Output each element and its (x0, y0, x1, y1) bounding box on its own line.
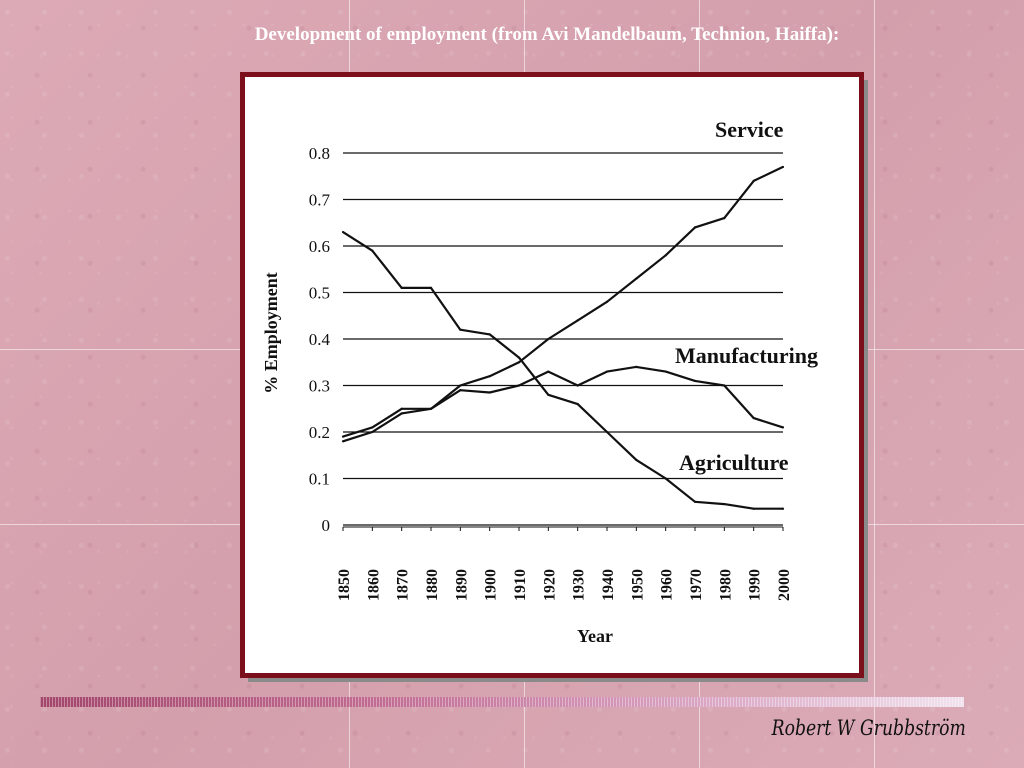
y-axis-ticks: 0 0.1 0.2 0.3 0.4 0.5 0.6 0.7 0.8 (309, 144, 331, 535)
x-tick-label: 1880 (424, 569, 441, 601)
data-point-service (781, 165, 785, 169)
data-point-agriculture (400, 286, 403, 289)
x-tick-label: 1980 (717, 569, 734, 601)
data-point-service (459, 384, 462, 387)
x-tick-label: 1890 (453, 569, 470, 601)
series-label-manufacturing: Manufacturing (675, 343, 818, 368)
data-point-agriculture (459, 328, 462, 331)
data-point-service (664, 254, 667, 257)
data-point-service (400, 412, 403, 415)
x-tick-label: 1960 (659, 569, 676, 601)
data-point-service (693, 226, 697, 229)
background-tile-seam (874, 0, 875, 768)
data-point-service (341, 440, 345, 443)
data-point-manufacturing (547, 370, 550, 373)
data-point-agriculture (371, 249, 374, 252)
gridlines (343, 152, 783, 526)
data-point-manufacturing (723, 384, 726, 387)
x-tick-label: 1870 (395, 569, 412, 601)
employment-line-chart: 00.10.20.30.40.50.60.70.8 1850 1860 1870 18… (261, 117, 818, 646)
x-tick-label: 1940 (600, 569, 617, 601)
x-tick-label: 1970 (688, 569, 705, 601)
data-point-agriculture (488, 333, 491, 336)
series-labels: Service Manufacturing Agriculture (675, 117, 818, 475)
data-point-manufacturing (693, 379, 697, 382)
data-point-manufacturing (752, 416, 755, 420)
x-tick-label: 1920 (541, 569, 558, 601)
x-axis-ticks: 1850 1860 1870 1880 1890 1900 1910 1920 1930 1940… (336, 526, 793, 601)
data-point-service (488, 375, 491, 378)
data-point-agriculture (723, 502, 726, 506)
y-tick-label: 0.7 (309, 191, 331, 210)
data-point-manufacturing (341, 435, 345, 438)
figure-frame: 0 0.1 0.2 0.3 0.4 0.5 0.6 0.7 0.8 1850 1860 1870 18… (240, 72, 864, 678)
x-tick-label: 1950 (629, 569, 646, 601)
data-point-service (371, 430, 374, 434)
data-point-manufacturing (400, 407, 403, 410)
data-point-agriculture (517, 356, 521, 359)
x-axis-label: Year (577, 626, 613, 646)
y-tick-label: 0.2 (309, 423, 330, 442)
data-point-manufacturing (459, 389, 462, 392)
data-point-service (605, 300, 609, 303)
data-point-service (547, 337, 550, 341)
y-tick-label: 0.3 (309, 377, 330, 396)
data-point-agriculture (576, 403, 579, 406)
x-tick-label: 1900 (483, 569, 500, 601)
author-signature: Robert W Grubbström (771, 716, 966, 740)
data-point-manufacturing (371, 426, 374, 429)
series-lines (341, 165, 785, 510)
data-point-manufacturing (664, 370, 667, 373)
y-tick-label: 0.6 (309, 237, 330, 256)
x-tick-label: 1850 (336, 569, 353, 601)
data-point-service (635, 277, 638, 280)
data-point-agriculture (781, 507, 785, 510)
y-tick-label: 0.5 (309, 284, 330, 303)
y-tick-label: 0 (322, 516, 331, 535)
slide-title: Development of employment (from Avi Mand… (254, 24, 840, 45)
x-tick-label: 2000 (776, 569, 793, 601)
data-point-agriculture (752, 507, 755, 510)
data-point-manufacturing (635, 365, 638, 368)
data-point-agriculture (429, 286, 433, 289)
series-label-agriculture: Agriculture (679, 450, 789, 475)
data-point-manufacturing (517, 384, 521, 387)
data-point-service (517, 361, 521, 364)
y-tick-label: 0.8 (309, 144, 330, 163)
data-point-service (752, 179, 755, 182)
series-line-agriculture (342, 231, 783, 510)
x-tick-label: 1930 (571, 569, 588, 601)
data-point-manufacturing (429, 407, 433, 410)
x-tick-label: 1990 (747, 569, 764, 601)
series-line-service (342, 165, 784, 443)
data-point-agriculture (693, 500, 697, 503)
x-tick-label: 1860 (365, 569, 382, 601)
data-point-agriculture (635, 458, 638, 461)
y-axis-label: % Employment (261, 272, 281, 394)
decorative-gradient-bar (40, 697, 964, 707)
data-point-agriculture (341, 230, 345, 234)
data-point-agriculture (605, 430, 609, 434)
y-tick-label: 0.4 (309, 330, 331, 349)
data-point-manufacturing (488, 391, 491, 394)
x-tick-label: 1910 (512, 569, 529, 601)
data-point-agriculture (547, 393, 550, 396)
data-point-manufacturing (605, 370, 609, 373)
data-point-service (576, 319, 579, 322)
series-label-service: Service (715, 117, 784, 142)
y-tick-label: 0.1 (309, 470, 330, 489)
data-point-agriculture (664, 477, 667, 480)
data-point-manufacturing (781, 426, 785, 429)
data-point-service (723, 217, 726, 220)
series-line-manufacturing (342, 365, 784, 438)
data-point-manufacturing (576, 384, 579, 387)
